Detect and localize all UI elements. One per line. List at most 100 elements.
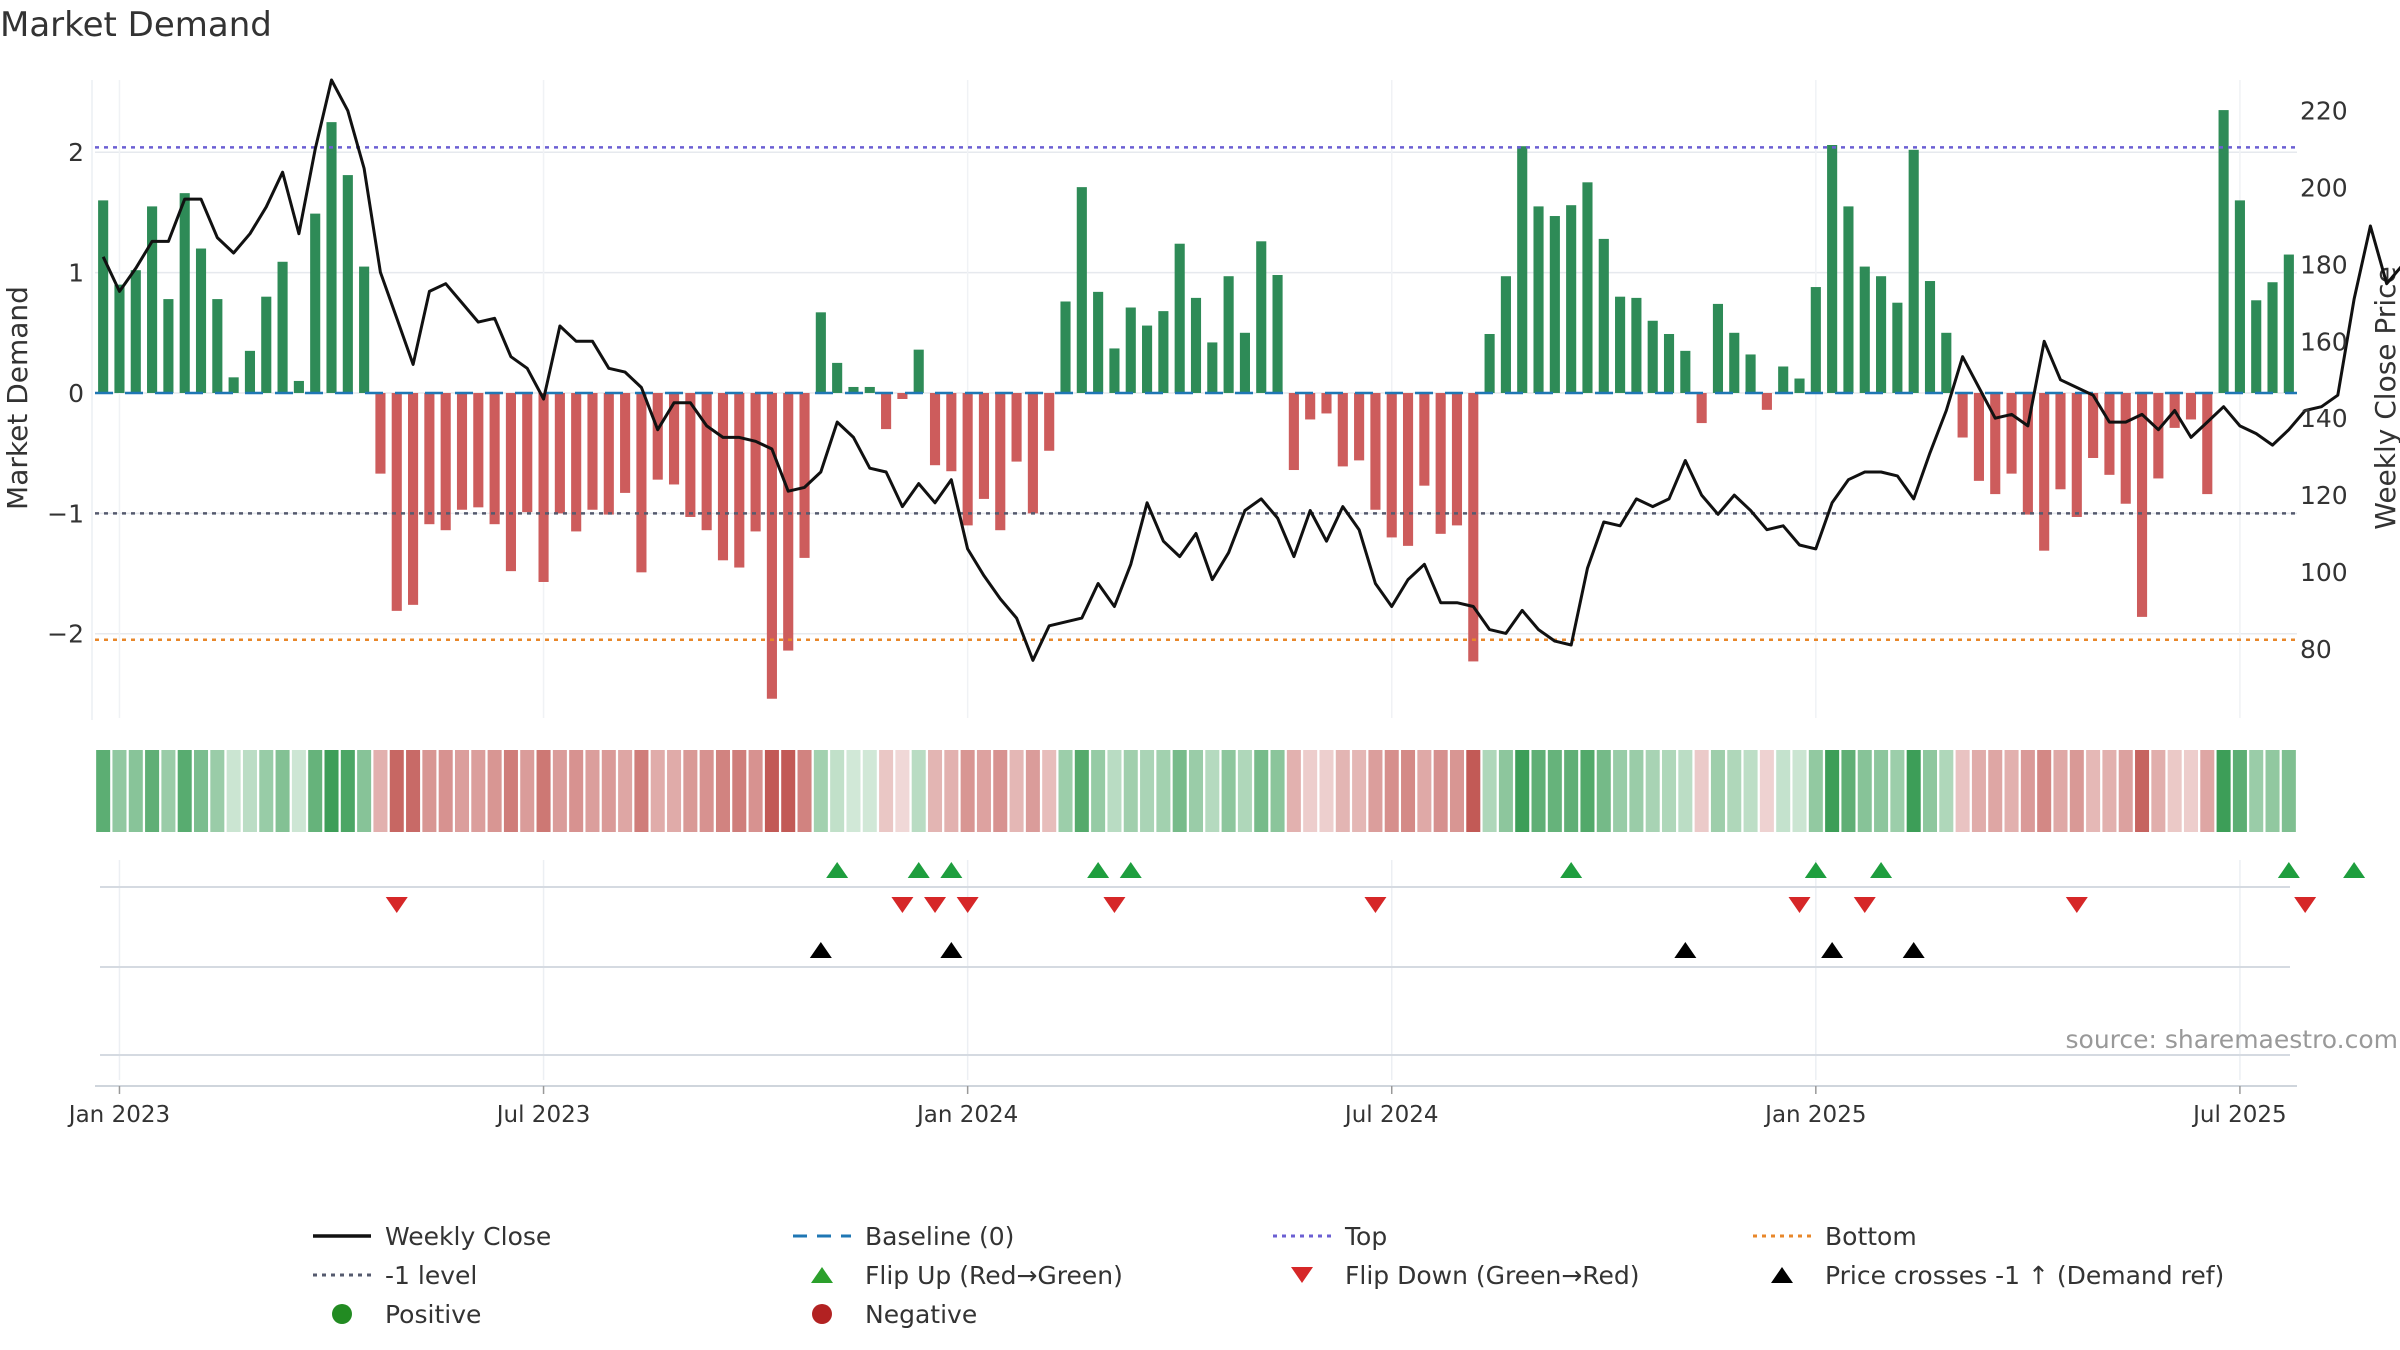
strip-cell — [96, 750, 111, 832]
demand-bar — [1419, 392, 1430, 486]
demand-bar — [962, 392, 973, 526]
demand-bar — [799, 392, 810, 558]
demand-bar — [522, 392, 533, 513]
demand-bar — [2088, 392, 2099, 458]
x-tick-label: Jan 2024 — [915, 1102, 1018, 1128]
demand-bar — [310, 213, 321, 393]
flip-down-marker — [1364, 897, 1387, 913]
legend-item: Flip Up (Red→Green) — [811, 1261, 1123, 1290]
source-attribution: source: sharemaestro.com — [2066, 1025, 2399, 1054]
flip-down-marker — [891, 897, 914, 913]
strip-cell — [585, 750, 600, 832]
demand-bar — [881, 392, 892, 430]
strip-cell — [618, 750, 633, 832]
x-tick-label: Jul 2024 — [1343, 1102, 1439, 1128]
strip-cell — [1221, 750, 1236, 832]
strip-cell — [813, 750, 828, 832]
y-tick-label-left: −2 — [47, 620, 84, 649]
strip-cell — [862, 750, 877, 832]
demand-heat-strip — [96, 750, 2296, 832]
y-ticks-right: 220 200 180 160 140 120 100 80 — [2300, 97, 2348, 664]
strip-cell — [1074, 750, 1089, 832]
demand-bar — [147, 206, 158, 393]
demand-bar — [1288, 392, 1299, 471]
strip-cell — [2020, 750, 2035, 832]
demand-bar — [538, 392, 549, 582]
strip-cell — [1172, 750, 1187, 832]
demand-bar — [2202, 392, 2213, 495]
strip-cell — [830, 750, 845, 832]
strip-cell — [1841, 750, 1856, 832]
strip-cell — [1857, 750, 1872, 832]
flip-up-marker — [1119, 862, 1142, 878]
strip-cell — [145, 750, 160, 832]
demand-bar — [766, 392, 777, 699]
demand-bar — [701, 392, 712, 531]
demand-bar — [1761, 392, 1772, 410]
strip-cell — [944, 750, 959, 832]
demand-bar — [1517, 146, 1528, 393]
demand-bar — [1142, 325, 1153, 393]
flip-down-marker — [1853, 897, 1876, 913]
strip-cell — [1971, 750, 1986, 832]
demand-bar — [1908, 149, 1919, 393]
strip-cell — [601, 750, 616, 832]
strip-cell — [242, 750, 257, 832]
demand-bar — [929, 392, 941, 466]
demand-bar — [2071, 392, 2082, 517]
flip-up-marker — [1804, 862, 1827, 878]
price-cross-marker — [940, 942, 963, 958]
strip-cell — [1303, 750, 1318, 832]
strip-cell — [1710, 750, 1725, 832]
demand-bar — [98, 200, 109, 393]
strip-cell — [1825, 750, 1840, 832]
strip-cell — [993, 750, 1008, 832]
demand-bar — [1533, 206, 1544, 393]
x-tick-label: Jul 2023 — [495, 1102, 591, 1128]
y-tick-label-right: 160 — [2300, 327, 2348, 356]
legend-item: Price crosses -1 ↑ (Demand ref) — [1771, 1261, 2224, 1290]
y-tick-label-right: 80 — [2300, 635, 2332, 664]
flip-down-marker — [956, 897, 979, 913]
strip-cell — [2004, 750, 2019, 832]
strip-cell — [1629, 750, 1644, 832]
strip-cell — [1792, 750, 1807, 832]
demand-bar — [2039, 392, 2050, 551]
demand-bar — [1778, 366, 1789, 393]
strip-cell — [1482, 750, 1497, 832]
flip-up-marker — [1870, 862, 1893, 878]
strip-cell — [1678, 750, 1693, 832]
strip-cell — [928, 750, 943, 832]
strip-cell — [1727, 750, 1742, 832]
demand-bar — [897, 392, 908, 399]
strip-cell — [634, 750, 649, 832]
reference-levels — [95, 146, 2297, 642]
strip-cell — [1759, 750, 1774, 832]
demand-bar — [375, 392, 386, 474]
strip-cell — [1743, 750, 1758, 832]
demand-bar — [750, 392, 761, 532]
legend-label: Positive — [385, 1300, 481, 1329]
legend-swatch — [332, 1304, 352, 1324]
demand-bar — [978, 392, 990, 499]
strip-cell — [1645, 750, 1660, 832]
strip-cell — [911, 750, 926, 832]
price-series — [101, 78, 2400, 662]
demand-bar — [2153, 392, 2164, 479]
legend-label: Top — [1344, 1222, 1387, 1251]
demand-bar — [848, 386, 859, 393]
strip-cell — [764, 750, 779, 832]
demand-bar — [1305, 392, 1316, 420]
strip-cell — [324, 750, 339, 832]
y-tick-label-right: 220 — [2300, 97, 2348, 126]
strip-cell — [1580, 750, 1595, 832]
strip-cell — [2151, 750, 2166, 832]
strip-cell — [1890, 750, 1905, 832]
x-tick-label: Jan 2025 — [1763, 1102, 1866, 1128]
demand-bar — [1060, 301, 1071, 393]
strip-cell — [2037, 750, 2052, 832]
demand-bar — [815, 312, 826, 393]
strip-cell — [226, 750, 241, 832]
demand-bar — [1321, 392, 1332, 414]
demand-bar — [1158, 311, 1169, 393]
